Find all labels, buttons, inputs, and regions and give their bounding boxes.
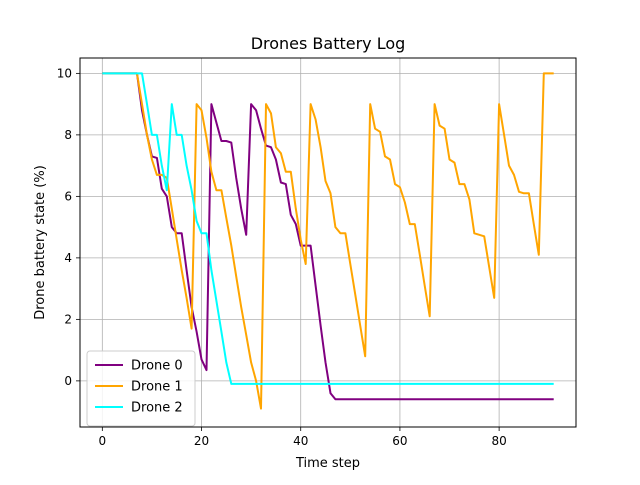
x-axis-label: Time step xyxy=(295,456,360,471)
legend-label: Drone 0 xyxy=(131,359,183,374)
legend-label: Drone 2 xyxy=(131,401,183,416)
series-line-drone-2 xyxy=(102,72,554,385)
y-tick-label: 10 xyxy=(57,66,72,80)
legend-label: Drone 1 xyxy=(131,380,183,395)
x-tick-label: 80 xyxy=(491,434,506,448)
x-tick-label: 0 xyxy=(98,434,106,448)
x-tick-label: 60 xyxy=(392,434,407,448)
y-tick-label: 0 xyxy=(64,374,72,388)
legend: Drone 0 Drone 1 Drone 2 xyxy=(86,350,196,427)
x-tick-label: 40 xyxy=(293,434,308,448)
x-tick-label: 20 xyxy=(194,434,209,448)
y-axis-label: Drone battery state (%) xyxy=(33,165,48,320)
y-tick-label: 2 xyxy=(64,312,72,326)
axis-ticks: 0 20 40 60 80 0 2 4 6 8 10 xyxy=(57,66,507,448)
plot-frame xyxy=(79,57,577,428)
series-line-drone-1 xyxy=(102,72,554,410)
y-tick-label: 6 xyxy=(64,189,72,203)
y-tick-label: 4 xyxy=(64,251,72,265)
series-lines xyxy=(102,72,554,410)
chart-title: Drones Battery Log xyxy=(251,34,406,53)
y-tick-label: 8 xyxy=(64,128,72,142)
